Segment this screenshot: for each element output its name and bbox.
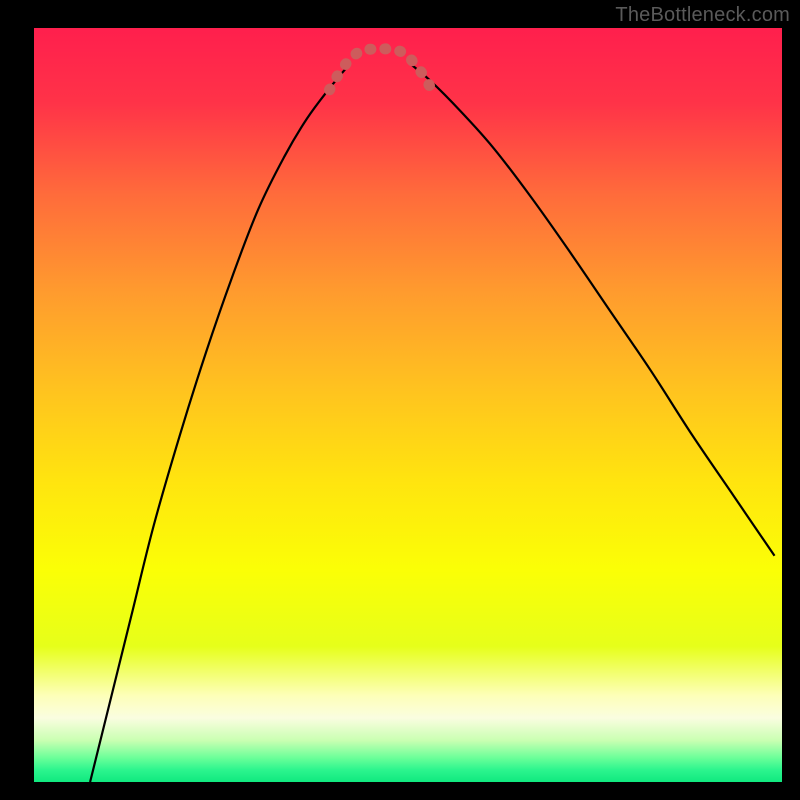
right-curve [408,62,775,556]
plot-area [34,28,782,782]
chart-container: TheBottleneck.com [0,0,800,800]
highlight-segment [329,49,431,90]
watermark-text: TheBottleneck.com [615,4,790,27]
curve-layer [34,28,782,782]
left-curve [90,66,348,782]
